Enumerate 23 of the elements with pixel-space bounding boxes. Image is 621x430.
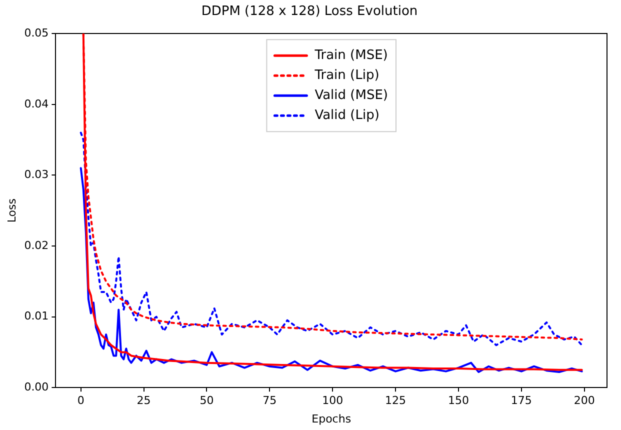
x-axis-title: Epochs [312,412,352,426]
x-tick-label: 0 [77,394,84,408]
y-tick-label: 0.04 [24,97,49,110]
y-axis-title: Loss [5,198,18,223]
x-tick-label: 150 [448,394,469,408]
legend-label: Train (Lip) [314,68,380,83]
x-tick-label: 25 [136,394,151,408]
x-tick-label: 175 [510,394,532,408]
y-tick-label: 0.01 [24,310,49,323]
legend-label: Train (MSE) [314,48,388,63]
y-tick-label: 0.02 [24,238,49,252]
legend-label: Valid (MSE) [314,88,388,103]
y-tick-label: 0.05 [24,26,49,40]
chart-title: DDPM (128 x 128) Loss Evolution [201,4,418,20]
legend-label: Valid (Lip) [314,108,380,123]
x-tick-label: 200 [574,394,595,408]
y-tick-label: 0.03 [24,168,49,182]
x-tick-label: 50 [200,394,214,408]
x-tick-label: 75 [262,394,277,408]
line-series [80,132,583,346]
x-tick-label: 100 [322,394,344,408]
x-tick-label: 125 [385,394,406,408]
y-tick-label: 0.00 [24,380,49,394]
